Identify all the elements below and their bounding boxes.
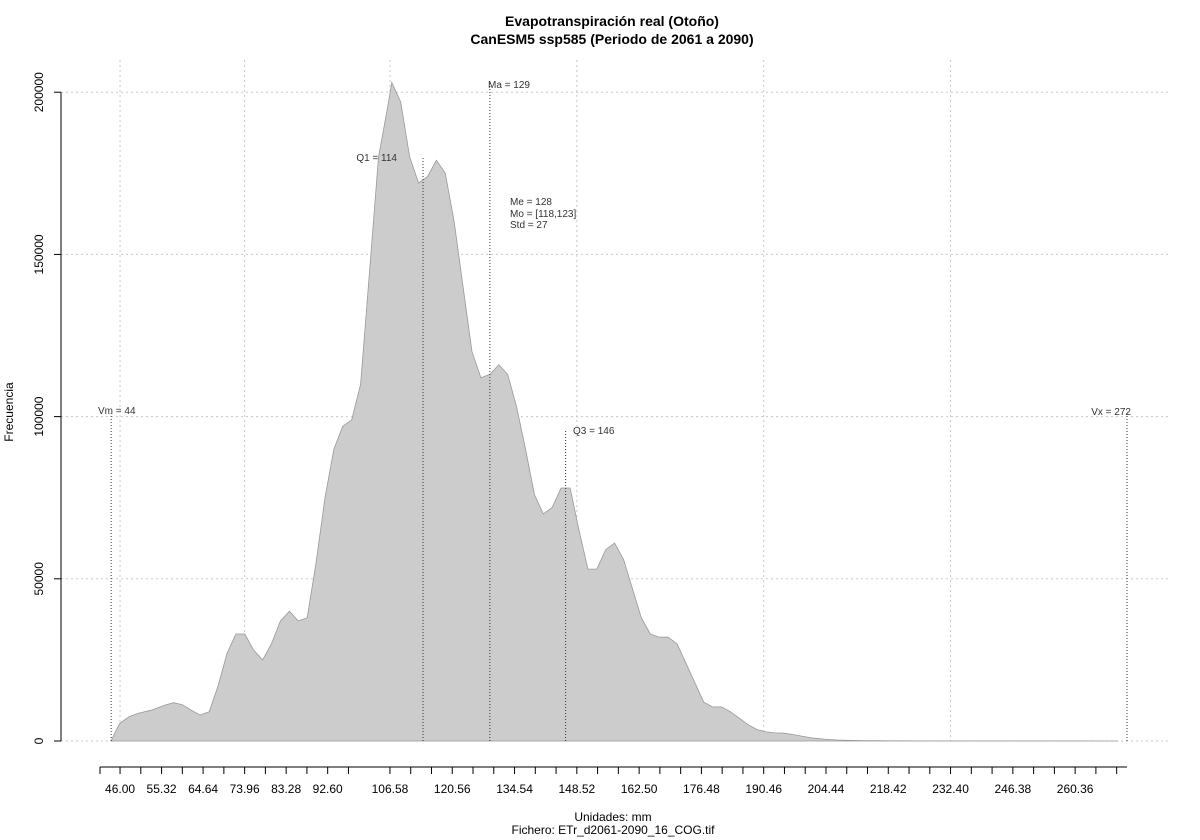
ma-label: Ma = 129 (488, 80, 530, 91)
x-tick-label-9: 148.52 (558, 782, 595, 796)
x-tick-label-0: 46.00 (105, 782, 135, 796)
file-caption: Fichero: ETr_d2061-2090_16_COG.tif (512, 823, 716, 837)
x-tick-label-8: 134.54 (496, 782, 533, 796)
x-tick-label-7: 120.56 (434, 782, 471, 796)
x-tick-label-14: 218.42 (870, 782, 907, 796)
std-label: Std = 27 (510, 220, 548, 231)
x-tick-label-4: 83.28 (271, 782, 301, 796)
y-tick-label-3: 150000 (32, 234, 46, 274)
x-tick-label-2: 64.64 (188, 782, 218, 796)
y-axis-label: Frecuencia (2, 382, 16, 442)
x-tick-label-16: 246.38 (994, 782, 1031, 796)
chart-subtitle: CanESM5 ssp585 (Periodo de 2061 a 2090) (470, 31, 753, 47)
q3-label: Q3 = 146 (573, 426, 615, 437)
x-tick-label-13: 204.44 (808, 782, 845, 796)
x-tick-label-12: 190.46 (745, 782, 782, 796)
y-axis: 0 50000 100000 150000 200000 (32, 72, 62, 744)
density-area (110, 81, 1119, 742)
x-tick-label-15: 232.40 (932, 782, 969, 796)
annotations: Vm = 44 Q1 = 114 Ma = 129 Me = 128 Mo = … (98, 80, 1131, 437)
x-tick-label-5: 92.60 (313, 782, 343, 796)
y-tick-label-4: 200000 (32, 72, 46, 112)
x-tick-label-17: 260.36 (1057, 782, 1094, 796)
reference-lines (110, 82, 1128, 741)
x-tick-label-3: 73.96 (230, 782, 260, 796)
x-axis-label: Unidades: mm (574, 810, 651, 824)
vm-label: Vm = 44 (98, 406, 136, 417)
y-tick-label-0: 0 (32, 737, 46, 744)
x-axis: 46.00 55.32 64.64 73.96 83.28 92.60 106.58 120.… (99, 766, 1127, 796)
me-label: Me = 128 (510, 197, 552, 208)
x-tick-label-10: 162.50 (621, 782, 658, 796)
mo-label: Mo = [118,123] (510, 209, 576, 220)
x-tick-label-6: 106.58 (372, 782, 409, 796)
y-tick-label-1: 50000 (32, 562, 46, 596)
q1-label: Q1 = 114 (356, 153, 397, 164)
x-tick-label-11: 176.48 (683, 782, 720, 796)
x-tick-label-1: 55.32 (147, 782, 177, 796)
y-tick-label-2: 100000 (32, 396, 46, 436)
vx-label: Vx = 272 (1091, 407, 1131, 418)
chart-title: Evapotranspiración real (Otoño) (505, 13, 719, 29)
